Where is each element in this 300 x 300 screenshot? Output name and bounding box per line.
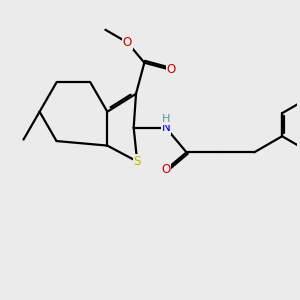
Text: O: O bbox=[167, 63, 176, 76]
Text: N: N bbox=[161, 121, 170, 134]
Text: O: O bbox=[123, 36, 132, 49]
Text: H: H bbox=[162, 114, 170, 124]
Text: O: O bbox=[161, 163, 170, 176]
Text: S: S bbox=[134, 155, 141, 168]
